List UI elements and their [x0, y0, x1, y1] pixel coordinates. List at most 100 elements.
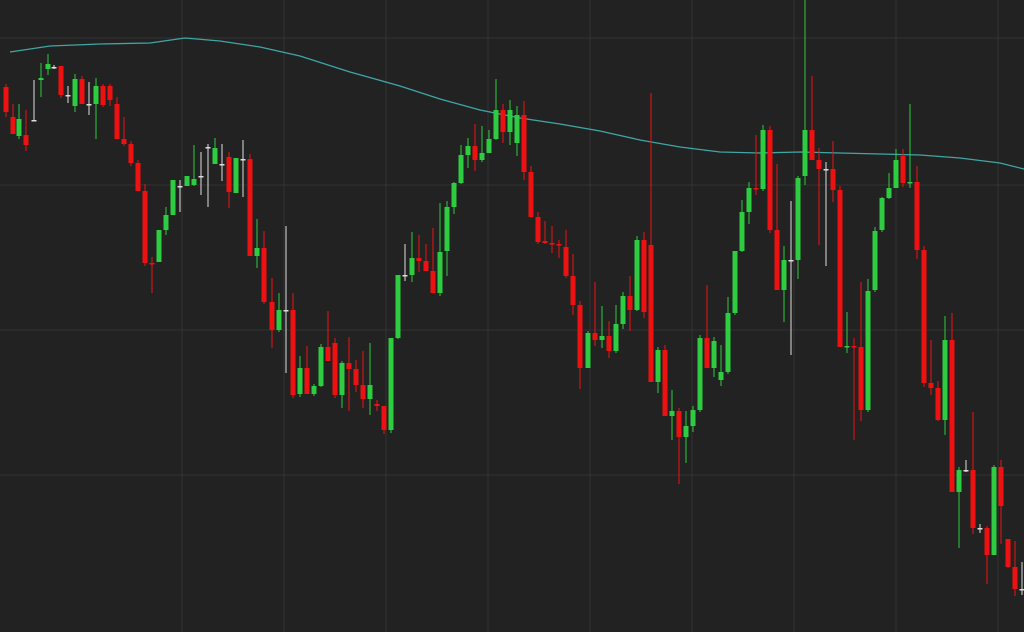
candle-down: [142, 184, 148, 266]
candle-body: [963, 470, 969, 472]
candle-body: [311, 386, 317, 394]
candle-up: [184, 176, 190, 186]
candle-body: [212, 148, 218, 164]
candle-body: [725, 313, 731, 372]
candle-down: [23, 110, 29, 151]
candle-up: [409, 232, 415, 282]
candle-down: [535, 212, 541, 244]
candle-up: [437, 203, 443, 296]
candle-doji: [51, 65, 57, 69]
candle-down: [662, 345, 668, 416]
candle-down: [542, 221, 548, 244]
candle-body: [93, 86, 99, 104]
candle-doji: [31, 80, 37, 122]
candle-down: [100, 84, 106, 107]
candle-up: [493, 79, 499, 140]
candle-body: [86, 104, 92, 106]
candle-body: [781, 260, 787, 290]
candle-up: [725, 297, 731, 374]
candle-down: [149, 257, 155, 293]
candle-doji: [788, 201, 794, 355]
candle-body: [191, 179, 197, 185]
candle-body: [886, 188, 892, 198]
candle-down: [128, 141, 134, 166]
candle-down: [816, 148, 822, 245]
candle-body: [865, 291, 871, 410]
candle-down: [472, 124, 478, 171]
candle-down: [858, 282, 864, 421]
candle-body: [3, 87, 9, 112]
candle-doji: [65, 86, 71, 103]
candle-up: [872, 227, 878, 292]
candle-up: [746, 182, 752, 224]
candle-body: [577, 305, 583, 368]
candle-up: [311, 384, 317, 396]
candle-body: [107, 86, 113, 100]
candle-up: [479, 126, 485, 162]
candle-body: [739, 212, 745, 251]
candle-body: [205, 147, 211, 149]
candle-body: [795, 178, 801, 260]
candle-body: [360, 385, 366, 399]
candle-down: [998, 460, 1004, 544]
candle-down: [563, 230, 569, 278]
candle-down: [767, 126, 773, 233]
candle-up: [711, 337, 717, 377]
candle-body: [142, 191, 148, 263]
candle-down: [753, 135, 759, 195]
candles-layer: [3, 0, 1024, 596]
candle-body: [177, 186, 183, 188]
candle-doji: [219, 144, 225, 181]
candle-body: [437, 252, 443, 293]
candle-body: [507, 110, 513, 132]
candle-down: [949, 313, 955, 492]
candle-doji: [963, 460, 969, 472]
candle-up: [318, 344, 324, 387]
candle-up: [388, 338, 394, 433]
candle-up: [739, 200, 745, 252]
candle-body: [991, 467, 997, 555]
candle-up: [718, 345, 724, 386]
candle-doji: [823, 162, 829, 266]
candle-doji: [240, 140, 246, 197]
candle-body: [31, 120, 37, 122]
candle-body: [949, 340, 955, 492]
candle-up: [297, 356, 303, 397]
candle-body: [283, 310, 289, 312]
candle-body: [528, 172, 534, 217]
candle-up: [690, 406, 696, 432]
candle-body: [451, 183, 457, 207]
candle-up: [907, 104, 913, 188]
candle-body: [914, 182, 920, 250]
candle-down: [809, 76, 815, 160]
candle-body: [816, 160, 822, 169]
candle-body: [606, 336, 612, 351]
candle-up: [613, 305, 619, 353]
candle-body: [367, 385, 373, 399]
candle-up: [886, 173, 892, 199]
candle-body: [486, 139, 492, 153]
candle-down: [1005, 539, 1011, 568]
candle-body: [472, 146, 478, 160]
candle-down: [500, 104, 506, 143]
candle-body: [346, 363, 352, 369]
candle-down: [900, 149, 906, 187]
candle-down: [921, 246, 927, 387]
candle-body: [514, 115, 520, 143]
candle-doji: [283, 226, 289, 373]
candle-doji: [177, 180, 183, 212]
candle-body: [620, 296, 626, 324]
candle-body: [718, 372, 724, 380]
candle-down: [346, 337, 352, 411]
candle-body: [479, 153, 485, 160]
candle-doji: [86, 82, 92, 115]
candle-down: [676, 408, 682, 484]
candle-down: [577, 301, 583, 389]
candle-body: [893, 160, 899, 188]
candle-body: [697, 338, 703, 410]
candle-body: [690, 410, 696, 426]
candle-down: [3, 84, 9, 117]
candle-body: [907, 182, 913, 184]
candle-doji: [198, 152, 204, 195]
